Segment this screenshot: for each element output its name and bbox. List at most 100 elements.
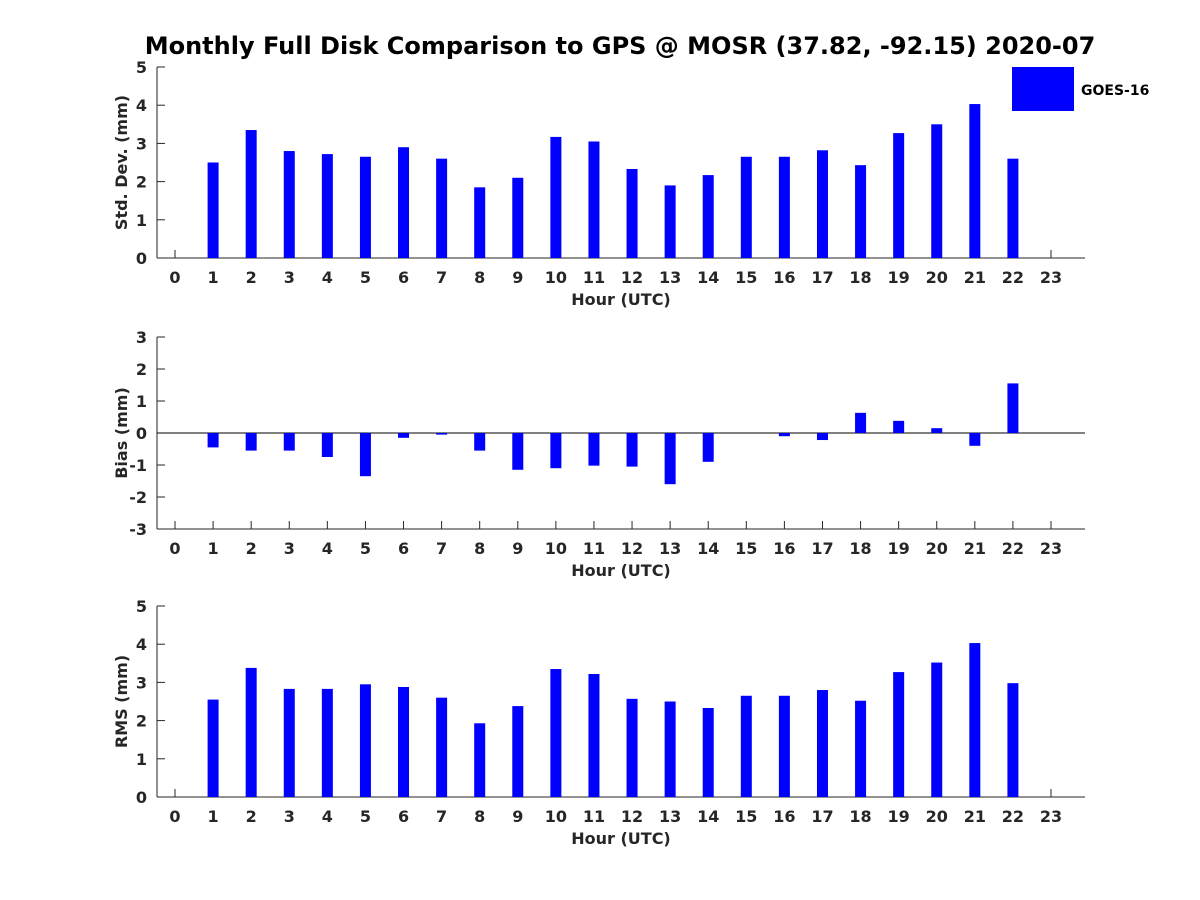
bar-hour-17 xyxy=(816,433,828,441)
y-tick-label: 0 xyxy=(136,249,147,268)
x-tick-label: 6 xyxy=(398,807,409,826)
bar-hour-18 xyxy=(855,700,867,797)
bar-hour-22 xyxy=(1007,383,1019,433)
legend-label-goes-16: GOES-16 xyxy=(1081,83,1149,99)
x-tick-label: 2 xyxy=(246,268,257,287)
bar-hour-21 xyxy=(969,433,981,446)
bar-hour-10 xyxy=(550,136,562,258)
x-tick-label: 3 xyxy=(284,539,295,558)
x-tick-label: 22 xyxy=(1002,807,1024,826)
bar-hour-2 xyxy=(245,130,257,258)
bar-hour-5 xyxy=(359,156,371,258)
x-tick-label: 18 xyxy=(849,539,871,558)
x-tick-label: 15 xyxy=(735,807,757,826)
bar-hour-16 xyxy=(778,695,790,797)
bar-hour-8 xyxy=(474,433,486,451)
x-tick-label: 8 xyxy=(474,539,485,558)
x-tick-label: 13 xyxy=(659,268,681,287)
bar-hour-19 xyxy=(893,420,905,433)
bar-hour-1 xyxy=(207,699,219,797)
x-tick-label: 15 xyxy=(735,539,757,558)
bar-hour-1 xyxy=(207,162,219,258)
x-tick-label: 6 xyxy=(398,268,409,287)
bar-hour-10 xyxy=(550,669,562,797)
x-tick-label: 9 xyxy=(512,268,523,287)
bar-hour-17 xyxy=(816,150,828,258)
y-axis-label: Std. Dev. (mm) xyxy=(112,95,131,230)
bar-hour-7 xyxy=(436,697,448,797)
x-tick-label: 10 xyxy=(545,268,567,287)
y-tick-label: 0 xyxy=(136,788,147,807)
x-tick-label: 11 xyxy=(583,539,605,558)
x-tick-label: 8 xyxy=(474,268,485,287)
x-tick-label: 10 xyxy=(545,539,567,558)
bar-hour-20 xyxy=(931,124,943,258)
y-tick-label: 3 xyxy=(136,134,147,153)
bar-hour-6 xyxy=(398,147,410,258)
x-tick-label: 14 xyxy=(697,539,719,558)
y-tick-label: 3 xyxy=(136,673,147,692)
x-tick-label: 7 xyxy=(436,268,447,287)
x-tick-label: 0 xyxy=(169,268,180,287)
y-tick-label: 3 xyxy=(136,328,147,347)
bar-hour-2 xyxy=(245,667,257,797)
bar-hour-3 xyxy=(283,151,295,258)
legend-swatch-goes-16 xyxy=(1012,67,1074,111)
x-tick-label: 2 xyxy=(246,539,257,558)
x-tick-label: 19 xyxy=(888,807,910,826)
y-tick-label: 5 xyxy=(136,597,147,616)
bar-hour-2 xyxy=(245,433,257,451)
y-tick-label: 1 xyxy=(136,750,147,769)
x-tick-label: 8 xyxy=(474,807,485,826)
x-tick-label: 17 xyxy=(811,268,833,287)
x-tick-label: 16 xyxy=(773,268,795,287)
x-tick-label: 21 xyxy=(964,268,986,287)
y-tick-label: -3 xyxy=(129,520,147,539)
bar-hour-5 xyxy=(359,433,371,477)
x-tick-label: 11 xyxy=(583,807,605,826)
x-tick-label: 16 xyxy=(773,807,795,826)
x-tick-label: 19 xyxy=(888,268,910,287)
x-tick-label: 10 xyxy=(545,807,567,826)
y-tick-label: 1 xyxy=(136,392,147,411)
x-tick-label: 2 xyxy=(246,807,257,826)
bar-hour-15 xyxy=(740,156,752,258)
bar-hour-3 xyxy=(283,688,295,797)
bar-hour-14 xyxy=(702,433,714,462)
y-axis-label: Bias (mm) xyxy=(112,387,131,479)
bar-hour-12 xyxy=(626,698,638,797)
x-tick-label: 11 xyxy=(583,268,605,287)
x-tick-label: 1 xyxy=(208,268,219,287)
y-tick-label: 4 xyxy=(136,635,147,654)
x-tick-label: 1 xyxy=(208,807,219,826)
bar-hour-3 xyxy=(283,433,295,451)
x-tick-label: 21 xyxy=(964,807,986,826)
x-tick-label: 4 xyxy=(322,807,333,826)
bar-hour-19 xyxy=(893,133,905,258)
y-tick-label: 2 xyxy=(136,360,147,379)
x-axis-label: Hour (UTC) xyxy=(571,290,671,309)
bar-hour-18 xyxy=(855,412,867,433)
x-tick-label: 3 xyxy=(284,268,295,287)
y-tick-label: 1 xyxy=(136,211,147,230)
bar-hour-16 xyxy=(778,433,790,437)
bar-hour-20 xyxy=(931,428,943,433)
x-tick-label: 13 xyxy=(659,807,681,826)
bar-hour-6 xyxy=(398,686,410,797)
bar-hour-18 xyxy=(855,165,867,258)
bar-hour-13 xyxy=(664,433,676,485)
legend: GOES-16 xyxy=(1012,67,1149,111)
bar-hour-19 xyxy=(893,672,905,797)
x-tick-label: 12 xyxy=(621,268,643,287)
x-tick-label: 22 xyxy=(1002,539,1024,558)
bar-hour-12 xyxy=(626,168,638,258)
bar-hour-4 xyxy=(321,154,333,258)
bar-hour-7 xyxy=(436,158,448,258)
x-tick-label: 15 xyxy=(735,268,757,287)
bar-hour-7 xyxy=(436,433,448,435)
bar-hour-17 xyxy=(816,690,828,797)
bar-hour-21 xyxy=(969,643,981,797)
